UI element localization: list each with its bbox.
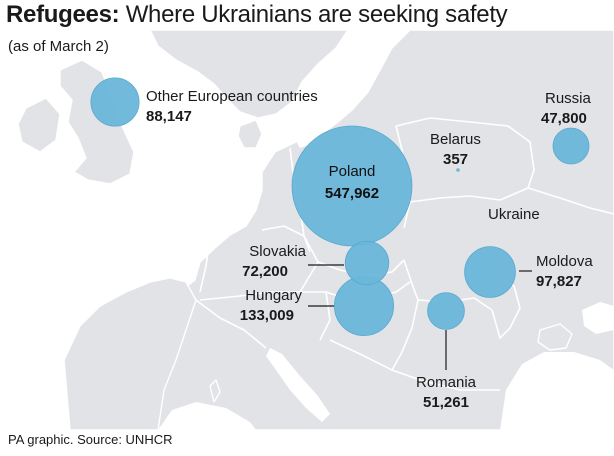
border-ukraine-russia — [527, 187, 614, 215]
bubble-slovakia — [344, 240, 390, 286]
map-canvas: Other European countries 88,147 Russia 4… — [0, 29, 614, 431]
border-italy — [195, 299, 267, 349]
label-ukraine-name: Ukraine — [488, 206, 540, 223]
scandinavia — [149, 29, 349, 119]
crimea — [537, 323, 573, 351]
denmark — [237, 119, 263, 149]
label-poland-value: 547,962 — [325, 185, 379, 202]
leader-lines — [308, 264, 532, 370]
label-romania-value: 51,261 — [423, 394, 469, 411]
label-russia-name: Russia — [545, 90, 592, 107]
label-poland-name: Poland — [329, 163, 376, 180]
bubble-moldova — [464, 246, 516, 298]
source-credit: PA graphic. Source: UNHCR — [8, 432, 173, 447]
border-hungary-ukraine — [403, 259, 419, 301]
sea-of-azov — [582, 302, 614, 334]
border-belarus-russia — [395, 117, 535, 189]
label-hungary-value: 133,009 — [240, 307, 294, 324]
label-hungary-name: Hungary — [245, 287, 302, 304]
seas — [158, 60, 614, 430]
border-alps — [199, 291, 300, 301]
bubble-hungary — [333, 275, 394, 336]
label-belarus-name: Belarus — [430, 131, 481, 148]
black-sea — [500, 352, 614, 430]
label-romania-name: Romania — [416, 374, 477, 391]
label-russia-value: 47,800 — [541, 110, 587, 127]
labels: Other European countries 88,147 Russia 4… — [146, 88, 593, 411]
label-belarus-value: 357 — [443, 151, 468, 168]
bubble-romania — [427, 292, 465, 330]
bubble-russia — [552, 127, 590, 165]
label-slovakia-value: 72,200 — [242, 263, 288, 280]
label-slovakia-name: Slovakia — [249, 243, 306, 260]
border-hungary-romania — [391, 299, 419, 371]
france-iberia — [63, 277, 197, 431]
bubble-other — [90, 77, 140, 127]
label-other-name: Other European countries — [146, 88, 318, 105]
label-moldova-name: Moldova — [536, 253, 593, 270]
border-balkans — [329, 339, 500, 391]
adriatic-sea — [266, 348, 330, 422]
mediterranean-sea — [158, 402, 256, 430]
ireland — [17, 97, 61, 153]
bubble-layer — [90, 77, 590, 336]
baltic-sea — [290, 60, 374, 148]
belarus-dot — [456, 168, 460, 172]
border-belarus-ukraine — [409, 187, 529, 203]
title-rest: Where Ukrainians are seeking safety — [125, 1, 508, 28]
label-moldova-value: 97,827 — [536, 273, 582, 290]
border-germany-west — [195, 205, 211, 293]
corsica — [209, 379, 221, 403]
border-germany-czech — [261, 225, 319, 293]
label-other-value: 88,147 — [146, 108, 192, 125]
page-title: Refugees: Where Ukrainians are seeking s… — [6, 0, 508, 30]
page-subtitle: (as of March 2) — [8, 38, 109, 55]
bubble-poland — [291, 125, 413, 247]
europe-map: Other European countries 88,147 Russia 4… — [0, 29, 614, 431]
title-bold: Refugees: — [6, 1, 120, 28]
